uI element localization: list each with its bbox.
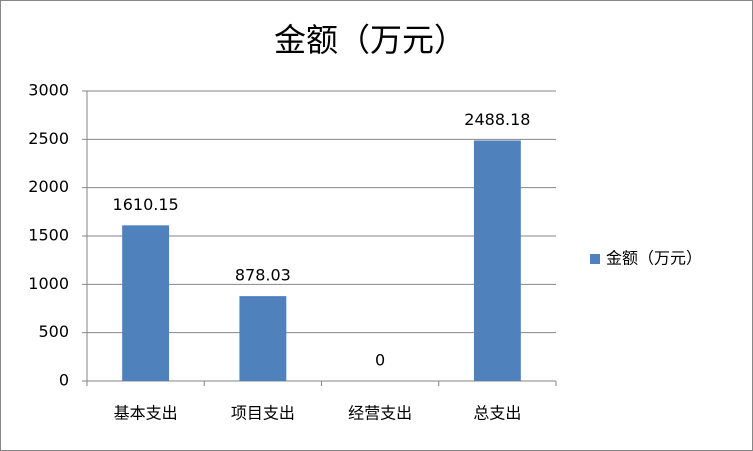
bar (239, 296, 287, 381)
x-tick-label: 项目支出 (231, 404, 295, 423)
y-tick-label: 2000 (28, 177, 69, 196)
y-tick-label: 1000 (28, 274, 69, 293)
legend-swatch (590, 254, 600, 264)
data-label: 0 (375, 351, 385, 370)
data-label: 2488.18 (464, 110, 530, 129)
x-tick-label: 经营支出 (348, 404, 412, 423)
y-tick-label: 2500 (28, 129, 69, 148)
y-tick-label: 500 (38, 322, 69, 341)
bar (122, 225, 170, 381)
data-label: 1610.15 (113, 195, 179, 214)
x-tick-label: 基本支出 (114, 404, 178, 423)
bar (473, 140, 521, 381)
x-tick-label: 总支出 (473, 404, 521, 423)
y-tick-label: 3000 (28, 81, 69, 100)
data-label: 878.03 (235, 266, 291, 285)
chart-title: 金额（万元） (274, 21, 466, 59)
y-tick-label: 1500 (28, 226, 69, 245)
y-tick-label: 0 (59, 371, 69, 390)
legend-label: 金额（万元） (606, 249, 702, 268)
